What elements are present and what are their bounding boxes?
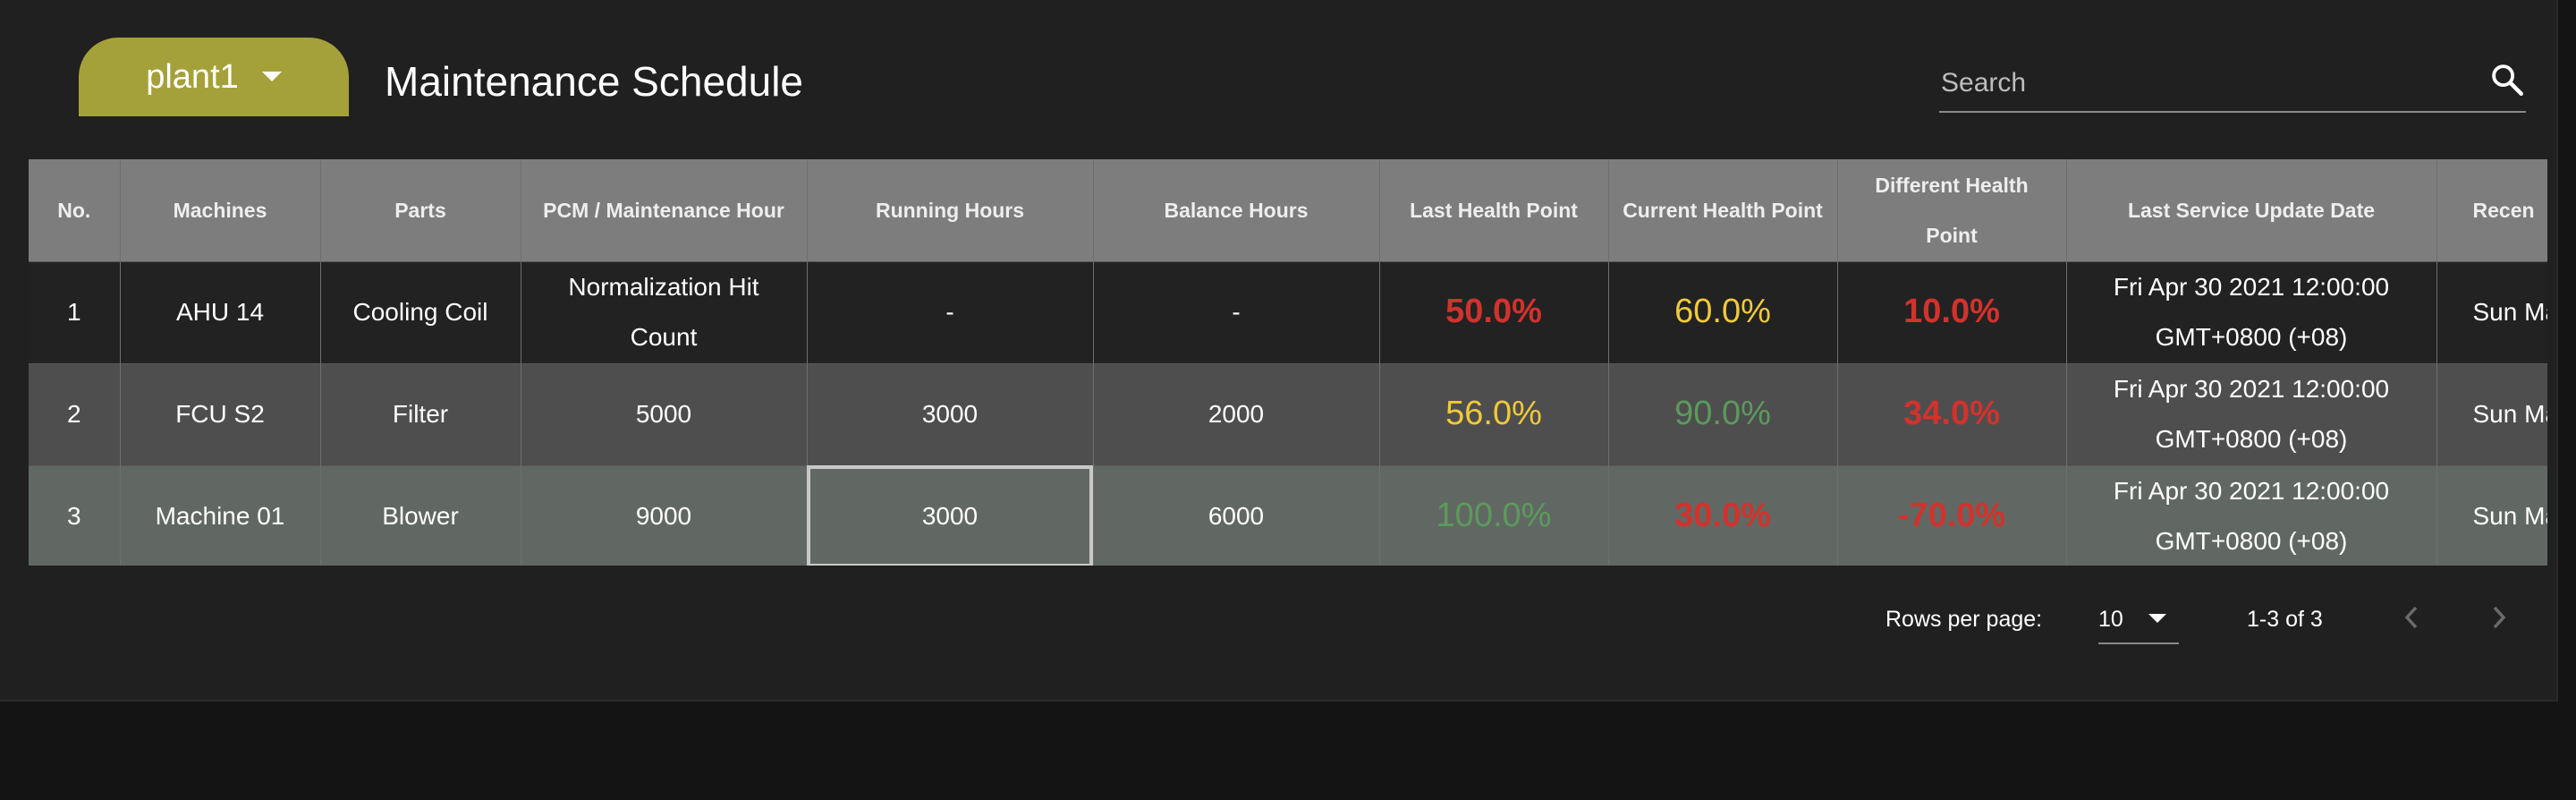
cell-pcm[interactable]: 9000	[521, 464, 808, 566]
cell-current-health-point[interactable]: 60.0%	[1608, 260, 1838, 363]
cell-last-health-point[interactable]: 56.0%	[1379, 362, 1609, 465]
cell-running-hours-selected[interactable]: 3000	[807, 464, 1094, 566]
table-pagination: Rows per page: 10 1-3 of 3	[0, 591, 2556, 653]
cell-balance-hours[interactable]: -	[1093, 260, 1380, 363]
health-value: 56.0%	[1445, 394, 1542, 432]
dropdown-caret-icon	[2148, 612, 2166, 628]
header-no[interactable]: No.	[29, 159, 121, 261]
header-running-hours[interactable]: Running Hours	[807, 159, 1094, 261]
recent-text: Sun Ma G	[2472, 298, 2548, 326]
cell-balance-hours[interactable]: 6000	[1093, 464, 1380, 566]
cell-part[interactable]: Cooling Coil	[320, 260, 521, 363]
cell-no[interactable]: 2	[29, 362, 121, 465]
chevron-left-icon	[2403, 605, 2419, 634]
header-last-health-point[interactable]: Last Health Point	[1379, 159, 1609, 261]
cell-recent[interactable]: Sun Ma G	[2436, 260, 2548, 363]
search-icon[interactable]	[2488, 61, 2526, 103]
table-row[interactable]: 3 Machine 01 Blower 9000 3000 6000 100.0…	[29, 464, 2548, 566]
plant-selector-label: plant1	[146, 57, 239, 96]
health-value: 34.0%	[1903, 394, 2000, 432]
cell-no[interactable]: 3	[29, 464, 121, 566]
maintenance-table: No. Machines Parts PCM / Maintenance Hou…	[29, 159, 2547, 566]
rows-per-page-value: 10	[2098, 607, 2123, 632]
cell-last-health-point[interactable]: 100.0%	[1379, 464, 1609, 566]
previous-page-button[interactable]	[2392, 600, 2431, 639]
rows-per-page-label: Rows per page:	[1885, 607, 2043, 632]
header-machines[interactable]: Machines	[120, 159, 321, 261]
rows-per-page-select[interactable]: 10	[2098, 598, 2179, 644]
header-parts[interactable]: Parts	[320, 159, 521, 261]
cell-machine[interactable]: AHU 14	[120, 260, 321, 363]
search-field	[1939, 59, 2526, 113]
cell-different-health-point[interactable]: 10.0%	[1837, 260, 2067, 363]
table-header-row: No. Machines Parts PCM / Maintenance Hou…	[29, 159, 2547, 261]
health-value: 10.0%	[1903, 292, 2000, 330]
cell-part[interactable]: Blower	[320, 464, 521, 566]
next-page-button[interactable]	[2479, 600, 2519, 639]
cell-different-health-point[interactable]: 34.0%	[1837, 362, 2067, 465]
dropdown-caret-icon	[261, 72, 282, 82]
header-last-service-update-date[interactable]: Last Service Update Date	[2066, 159, 2437, 261]
header-recent[interactable]: Recen	[2436, 159, 2547, 261]
health-value: 50.0%	[1445, 292, 1542, 330]
header-current-health-point[interactable]: Current Health Point	[1608, 159, 1838, 261]
header-different-health-point[interactable]: Different Health Point	[1837, 159, 2067, 261]
cell-last-service-date[interactable]: Fri Apr 30 2021 12:00:00 GMT+0800 (+08)	[2066, 260, 2437, 363]
cell-current-health-point[interactable]: 90.0%	[1608, 362, 1838, 465]
health-value: 90.0%	[1674, 394, 1771, 432]
date-text: Fri Apr 30 2021 12:00:00 GMT+0800 (+08)	[2113, 477, 2390, 556]
cell-machine[interactable]: Machine 01	[120, 464, 321, 566]
health-value: 100.0%	[1436, 496, 1552, 534]
health-value: -70.0%	[1897, 496, 2006, 534]
cell-pcm[interactable]: 5000	[521, 362, 808, 465]
cell-current-health-point[interactable]: 30.0%	[1608, 464, 1838, 566]
health-value: 30.0%	[1674, 496, 1771, 534]
cell-running-hours[interactable]: -	[807, 260, 1094, 363]
cell-no[interactable]: 1	[29, 260, 121, 363]
chevron-right-icon	[2491, 605, 2507, 634]
table-row[interactable]: 2 FCU S2 Filter 5000 3000 2000 56.0% 90.…	[29, 362, 2548, 465]
header-pcm-maintenance-hour[interactable]: PCM / Maintenance Hour	[521, 159, 808, 261]
recent-text: Sun Ma G	[2472, 400, 2548, 428]
search-input[interactable]	[1939, 59, 2444, 107]
cell-running-hours[interactable]: 3000	[807, 362, 1094, 465]
maintenance-panel: plant1 Maintenance Schedule No.	[0, 0, 2558, 702]
table-row[interactable]: 1 AHU 14 Cooling Coil Normalization Hit …	[29, 260, 2548, 363]
cell-machine[interactable]: FCU S2	[120, 362, 321, 465]
date-text: Fri Apr 30 2021 12:00:00 GMT+0800 (+08)	[2113, 375, 2390, 453]
cell-last-service-date[interactable]: Fri Apr 30 2021 12:00:00 GMT+0800 (+08)	[2066, 464, 2437, 566]
health-value: 60.0%	[1674, 292, 1771, 330]
date-text: Fri Apr 30 2021 12:00:00 GMT+0800 (+08)	[2113, 273, 2390, 351]
plant-selector-button[interactable]: plant1	[79, 38, 349, 116]
pagination-range: 1-3 of 3	[2247, 607, 2323, 632]
recent-text: Sun Ma G	[2472, 502, 2548, 531]
cell-balance-hours[interactable]: 2000	[1093, 362, 1380, 465]
cell-recent[interactable]: Sun Ma G	[2436, 464, 2548, 566]
page-title: Maintenance Schedule	[385, 58, 803, 105]
cell-last-health-point[interactable]: 50.0%	[1379, 260, 1609, 363]
cell-pcm[interactable]: Normalization Hit Count	[521, 260, 808, 363]
cell-recent[interactable]: Sun Ma G	[2436, 362, 2548, 465]
cell-part[interactable]: Filter	[320, 362, 521, 465]
cell-last-service-date[interactable]: Fri Apr 30 2021 12:00:00 GMT+0800 (+08)	[2066, 362, 2437, 465]
cell-different-health-point[interactable]: -70.0%	[1837, 464, 2067, 566]
header-balance-hours[interactable]: Balance Hours	[1093, 159, 1380, 261]
